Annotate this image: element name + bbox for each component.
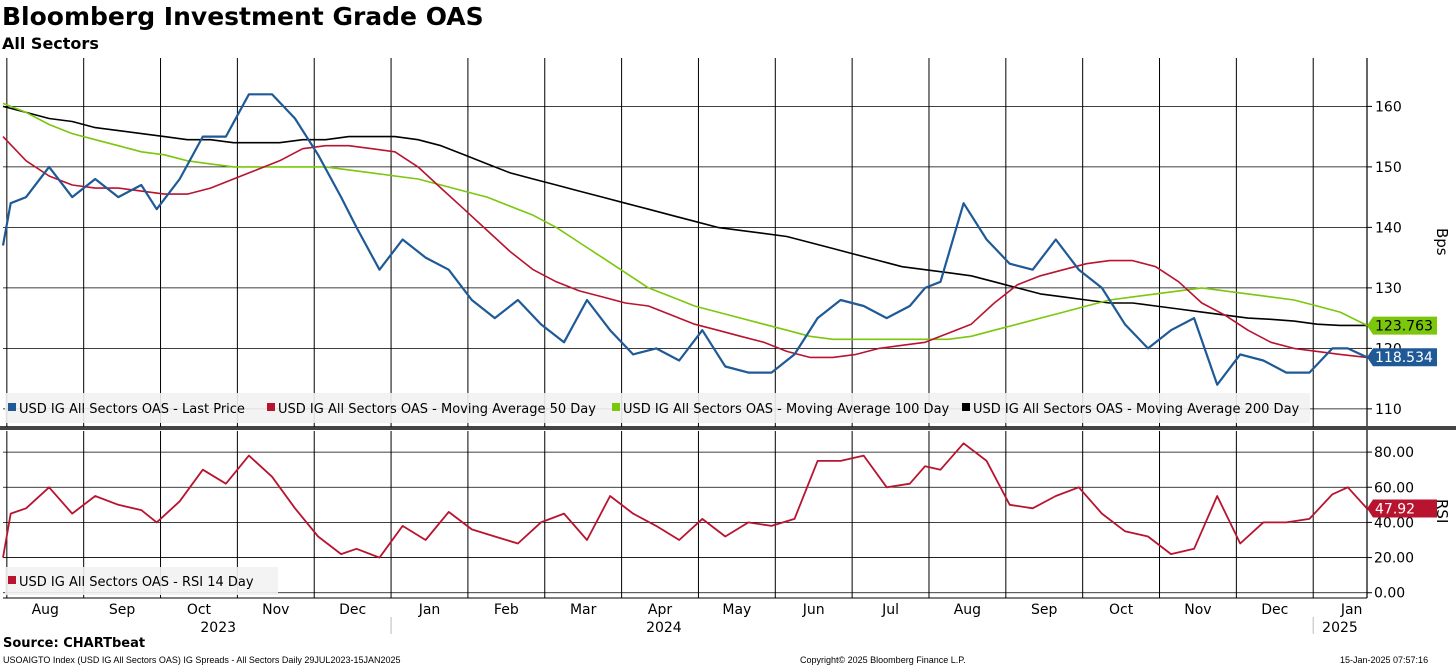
footer-right: 15-Jan-2025 07:57:16 [1340, 655, 1429, 665]
x-tick-16: Dec [1261, 602, 1288, 618]
value-label-rsi: 47.92 [1375, 501, 1415, 517]
year-label-1: 2024 [646, 620, 682, 636]
lower-y-tick-4: 80.00 [1374, 445, 1414, 461]
x-tick-6: Feb [494, 602, 519, 618]
series-last-price [1, 93, 1368, 386]
upper-y-axis-label: Bps [1433, 228, 1451, 256]
x-tick-10: Jun [802, 602, 825, 618]
upper-y-tick-5: 160 [1375, 99, 1402, 115]
plot-frames [0, 58, 1456, 599]
value-label-last-price: 118.534 [1375, 350, 1433, 366]
x-tick-13: Sep [1031, 602, 1058, 618]
x-tick-12: Aug [954, 602, 981, 618]
lower-y-axis-label: RSI [1433, 499, 1451, 523]
footer-left: USOAIGTO Index (USD IG All Sectors OAS) … [3, 655, 401, 665]
x-tick-14: Oct [1109, 602, 1134, 618]
lower-legend: USD IG All Sectors OAS - RSI 14 Day [5, 567, 278, 595]
legend-item-1: USD IG All Sectors OAS - Moving Average … [278, 402, 596, 417]
value-label-ma100: 123.763 [1375, 319, 1433, 335]
year-label-2: 2025 [1322, 620, 1358, 636]
x-tick-5: Jan [418, 602, 441, 618]
x-tick-4: Dec [339, 602, 366, 618]
chart-subtitle: All Sectors [2, 34, 99, 53]
legend-item-2: USD IG All Sectors OAS - Moving Average … [623, 402, 950, 417]
year-label-0: 2023 [200, 620, 236, 636]
x-tick-17: Jan [1340, 602, 1363, 618]
footer-center: Copyright© 2025 Bloomberg Finance L.P. [800, 655, 966, 665]
lower-y-tick-0: 0.00 [1374, 586, 1405, 602]
value-labels: 123.763 118.534 47.92 [1367, 316, 1437, 518]
legend-item-rsi: USD IG All Sectors OAS - RSI 14 Day [19, 575, 254, 590]
lower-y-tick-1: 20.00 [1374, 551, 1414, 567]
x-axis: Aug Sep Oct Nov Dec Jan Feb Mar Apr May Jun Jul Aug S… [32, 602, 1363, 636]
upper-y-tick-3: 140 [1375, 220, 1402, 236]
x-tick-0: Aug [32, 602, 59, 618]
series-rsi [2, 442, 1368, 559]
x-tick-1: Sep [109, 602, 136, 618]
lower-y-tick-2: 40.00 [1374, 515, 1414, 531]
x-tick-9: May [722, 602, 751, 618]
legend-item-0: USD IG All Sectors OAS - Last Price [19, 402, 245, 417]
lower-y-tick-3: 60.00 [1374, 480, 1414, 496]
series-ma200 [2, 105, 1367, 327]
series-ma50 [2, 136, 1368, 359]
upper-y-tick-4: 150 [1375, 160, 1402, 176]
upper-legend: USD IG All Sectors OAS - Last Price USD I… [5, 393, 1310, 423]
x-tick-7: Mar [570, 602, 597, 618]
x-tick-11: Jul [881, 602, 899, 618]
x-tick-2: Oct [187, 602, 212, 618]
series-ma100 [2, 102, 1368, 341]
chart-title: Bloomberg Investment Grade OAS [2, 2, 484, 31]
x-tick-3: Nov [262, 602, 289, 618]
y-axes: 1101201301401501600.0020.0040.0060.0080.… [1367, 99, 1451, 602]
upper-y-tick-2: 130 [1375, 281, 1402, 297]
source-note: Source: CHARTbeat [3, 636, 146, 651]
x-tick-15: Nov [1184, 602, 1211, 618]
legend-item-3: USD IG All Sectors OAS - Moving Average … [973, 402, 1300, 417]
x-tick-8: Apr [648, 602, 672, 618]
upper-y-tick-0: 110 [1375, 402, 1402, 418]
